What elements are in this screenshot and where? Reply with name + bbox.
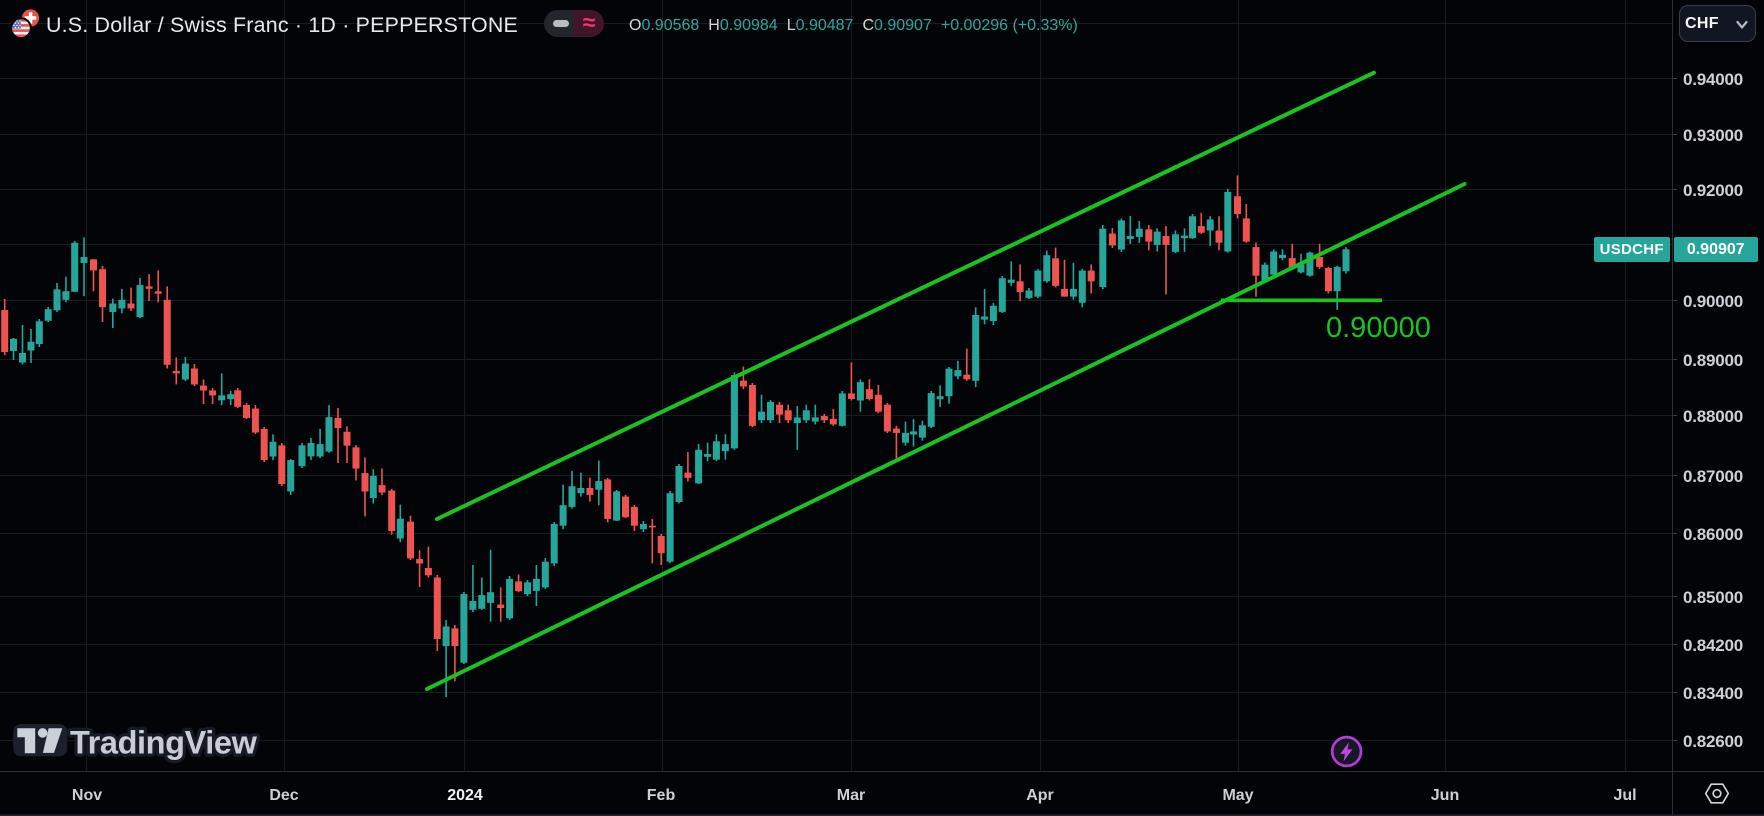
svg-text:TradingView: TradingView	[70, 725, 258, 761]
